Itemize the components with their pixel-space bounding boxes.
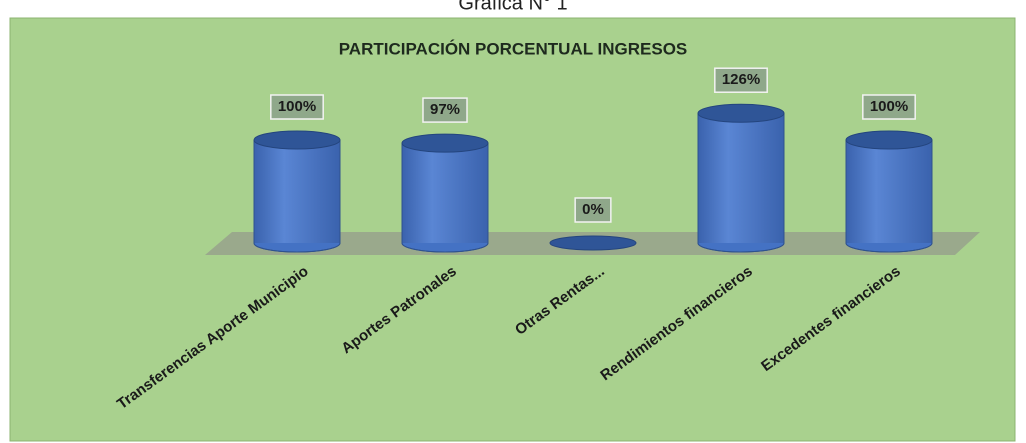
- value-label: 97%: [430, 101, 460, 118]
- cylinder-top: [253, 130, 341, 150]
- value-label: 0%: [582, 201, 604, 218]
- value-label: 100%: [278, 98, 316, 115]
- value-label-box: [862, 94, 916, 120]
- value-label-box: [714, 67, 768, 93]
- cylinder-outline: [401, 143, 489, 253]
- cylinder-body: [698, 113, 784, 243]
- value-label-box: [574, 197, 612, 223]
- cylinder-outline: [253, 140, 341, 253]
- value-label-box: [422, 97, 468, 123]
- cylinder-top: [697, 103, 785, 123]
- chart-title: PARTICIPACIÓN PORCENTUAL INGRESOS: [339, 39, 688, 58]
- cylinder-top: [401, 133, 489, 153]
- cylinder-outline: [845, 140, 933, 253]
- cylinder-body: [402, 143, 488, 243]
- cylinder-body: [846, 140, 932, 243]
- value-label-box: [270, 94, 324, 120]
- cylinder-body: [254, 140, 340, 243]
- value-label: 100%: [870, 98, 908, 115]
- value-label: 126%: [722, 71, 760, 88]
- cylinder-outline: [697, 113, 785, 253]
- cylinder-top: [549, 235, 637, 251]
- cylinder-top: [845, 130, 933, 150]
- heading: Gráfica N° 1: [458, 0, 567, 14]
